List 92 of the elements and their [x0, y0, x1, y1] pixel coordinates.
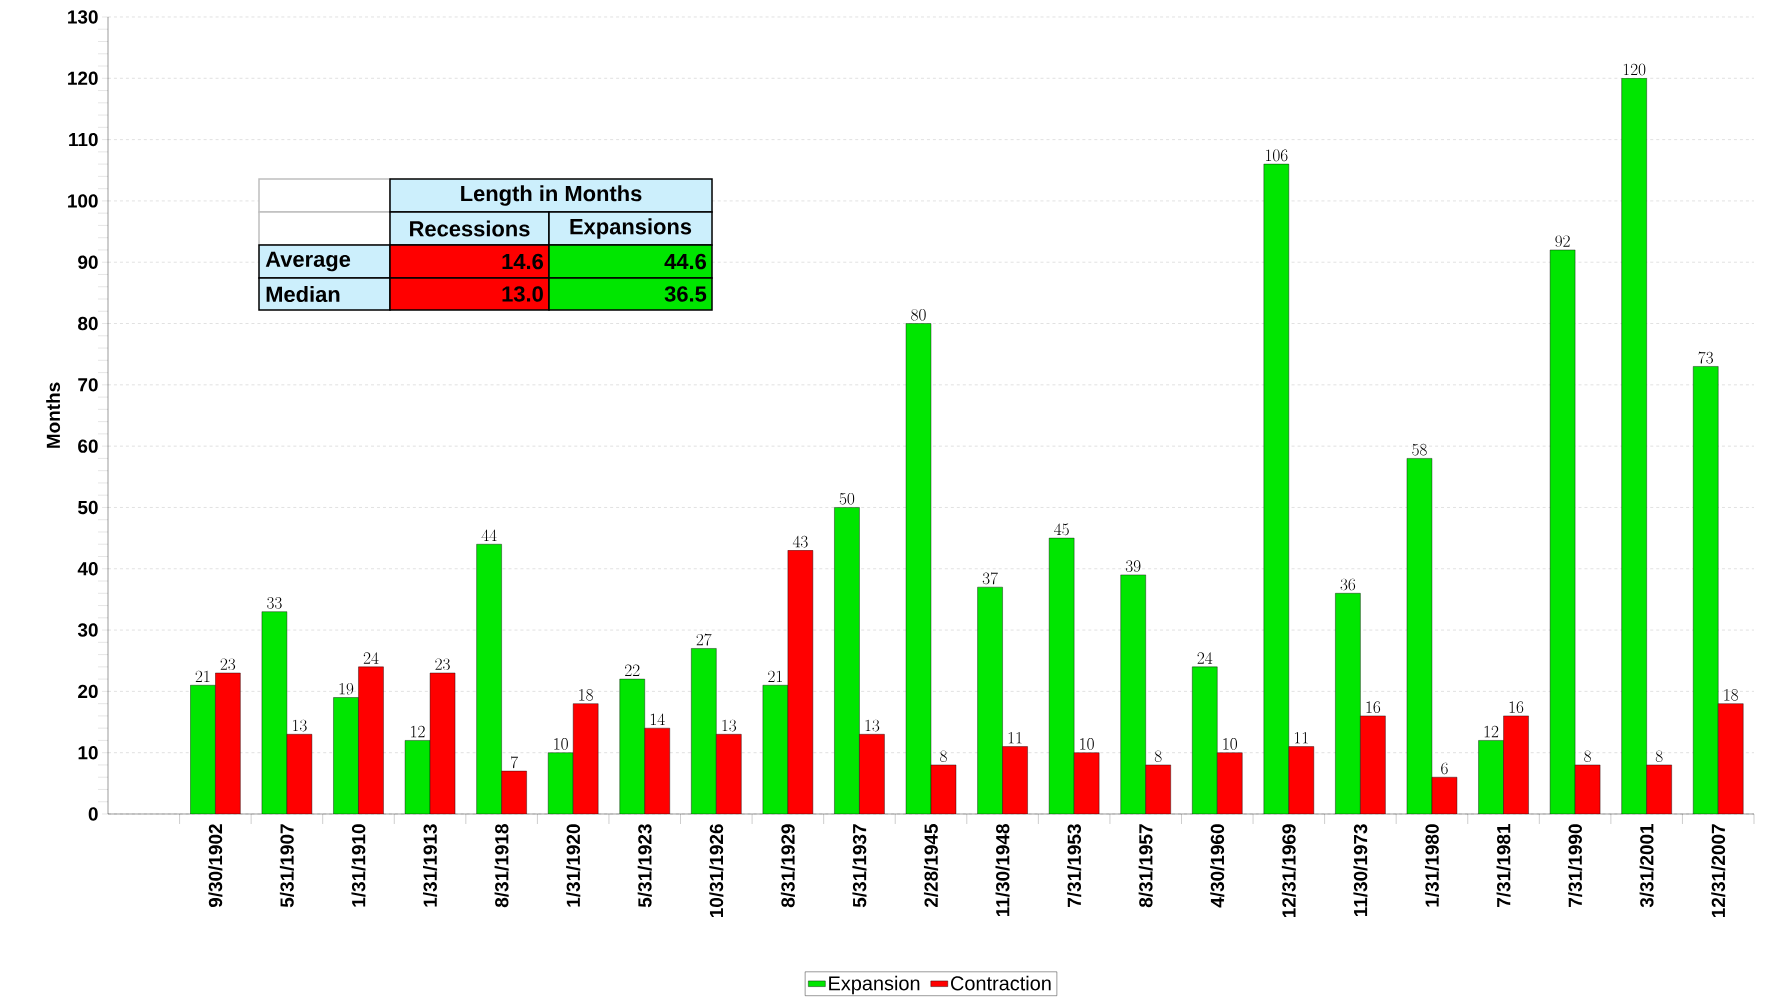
y-tick-label: 0	[88, 807, 98, 821]
data-label: 21	[768, 670, 782, 683]
data-label: 44	[481, 529, 497, 542]
data-label: 36	[1340, 578, 1356, 591]
data-label: 11	[1294, 731, 1308, 744]
data-label: 8	[1584, 750, 1591, 763]
x-tick-label: 1/31/1910	[351, 824, 366, 907]
x-tick-label: 12/31/1969	[1281, 824, 1296, 918]
data-label: 12	[411, 725, 425, 738]
x-tick-label: 1/31/1980	[1424, 824, 1440, 907]
annotation: Average	[265, 251, 351, 272]
data-label: 16	[1509, 701, 1524, 713]
x-tick-label: 1/31/1920	[566, 824, 581, 907]
annotation: 44.6	[664, 253, 707, 270]
data-label: 11	[1008, 731, 1022, 744]
legend-label: Contraction	[951, 975, 1051, 991]
annotation: Expansions	[570, 218, 692, 239]
x-tick-label: 7/31/1953	[1067, 824, 1082, 907]
data-label: 13	[865, 719, 880, 732]
data-label: 120	[1623, 63, 1646, 76]
y-tick-label: 60	[78, 439, 98, 453]
y-tick-label: 20	[78, 684, 98, 699]
data-label: 50	[839, 492, 855, 505]
data-label: 33	[267, 597, 282, 609]
y-tick-label: 10	[78, 745, 98, 760]
x-tick-label: 11/30/1948	[995, 824, 1010, 917]
data-label: 21	[195, 670, 210, 683]
legend-label: Expansion	[829, 975, 920, 995]
x-tick-label: 5/31/1937	[852, 824, 867, 908]
y-tick-label: 80	[78, 316, 98, 331]
data-label: 106	[1265, 149, 1288, 162]
annotation: 14.6	[502, 253, 544, 270]
data-label: 8	[1154, 750, 1162, 763]
data-label: 10	[554, 738, 568, 750]
annotation: 36.5	[664, 286, 707, 302]
data-label: 58	[1412, 443, 1427, 456]
data-label: 43	[792, 535, 808, 548]
data-label: 37	[982, 572, 998, 585]
x-tick-label: 8/31/1929	[780, 824, 795, 908]
data-label: 18	[1724, 689, 1739, 701]
data-label: 8	[940, 750, 947, 763]
annotation: Recessions	[410, 220, 530, 237]
y-tick-label: 40	[77, 562, 98, 576]
y-tick-label: 120	[68, 71, 98, 85]
annotation: Median	[266, 285, 340, 303]
x-tick-label: 9/30/1902	[208, 824, 223, 908]
data-label: 73	[1698, 351, 1714, 364]
y-axis-title: Months	[46, 382, 61, 448]
x-tick-label: 12/31/2007	[1711, 824, 1726, 918]
annotation: Length in Months	[461, 185, 642, 206]
data-label: 6	[1441, 762, 1448, 775]
data-label: 16	[1366, 701, 1381, 713]
data-label: 7	[510, 756, 518, 769]
data-label: 13	[722, 719, 737, 732]
data-label: 8	[1655, 750, 1663, 763]
y-tick-label: 50	[78, 500, 98, 515]
x-tick-label: 8/31/1918	[494, 824, 509, 908]
y-tick-label: 130	[68, 10, 98, 24]
x-tick-label: 5/31/1923	[637, 824, 652, 908]
annotation: 13.0	[502, 286, 543, 302]
data-label: 10	[1223, 738, 1237, 750]
x-tick-label: 3/31/2001	[1639, 824, 1654, 908]
data-label: 92	[1555, 235, 1570, 248]
data-label: 27	[696, 633, 712, 646]
data-label: 19	[339, 682, 354, 695]
x-tick-label: 2/28/1945	[923, 824, 939, 908]
data-label: 22	[625, 664, 640, 676]
y-tick-label: 90	[78, 255, 98, 269]
data-label: 39	[1125, 560, 1141, 572]
data-label: 24	[1197, 652, 1213, 664]
x-tick-label: 7/31/1981	[1496, 824, 1511, 907]
data-label: 24	[363, 652, 379, 664]
data-label: 45	[1054, 523, 1069, 536]
x-tick-label: 10/31/1926	[709, 824, 724, 918]
data-label: 23	[435, 658, 450, 671]
data-label: 80	[911, 308, 926, 321]
y-tick-label: 110	[69, 132, 98, 147]
data-label: 23	[220, 658, 236, 671]
data-label: 14	[650, 713, 665, 725]
data-label: 10	[1080, 738, 1094, 750]
x-tick-label: 8/31/1957	[1138, 824, 1153, 908]
y-tick-label: 30	[77, 623, 98, 637]
y-tick-label: 100	[68, 194, 98, 208]
x-tick-label: 1/31/1913	[423, 824, 438, 907]
x-tick-label: 7/31/1990	[1568, 824, 1583, 907]
data-label: 13	[293, 719, 307, 732]
x-tick-label: 11/30/1973	[1353, 824, 1368, 917]
x-tick-label: 4/30/1960	[1210, 824, 1225, 908]
y-tick-label: 70	[78, 378, 98, 392]
data-label: 18	[579, 689, 593, 701]
x-tick-label: 5/31/1907	[279, 824, 294, 908]
data-label: 12	[1484, 725, 1499, 738]
